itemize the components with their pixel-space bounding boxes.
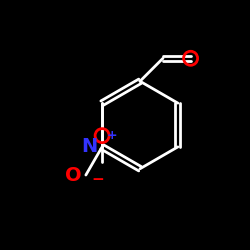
Text: O: O bbox=[66, 166, 82, 184]
Text: N: N bbox=[81, 138, 97, 156]
Text: +: + bbox=[107, 129, 118, 142]
Text: −: − bbox=[92, 172, 104, 187]
